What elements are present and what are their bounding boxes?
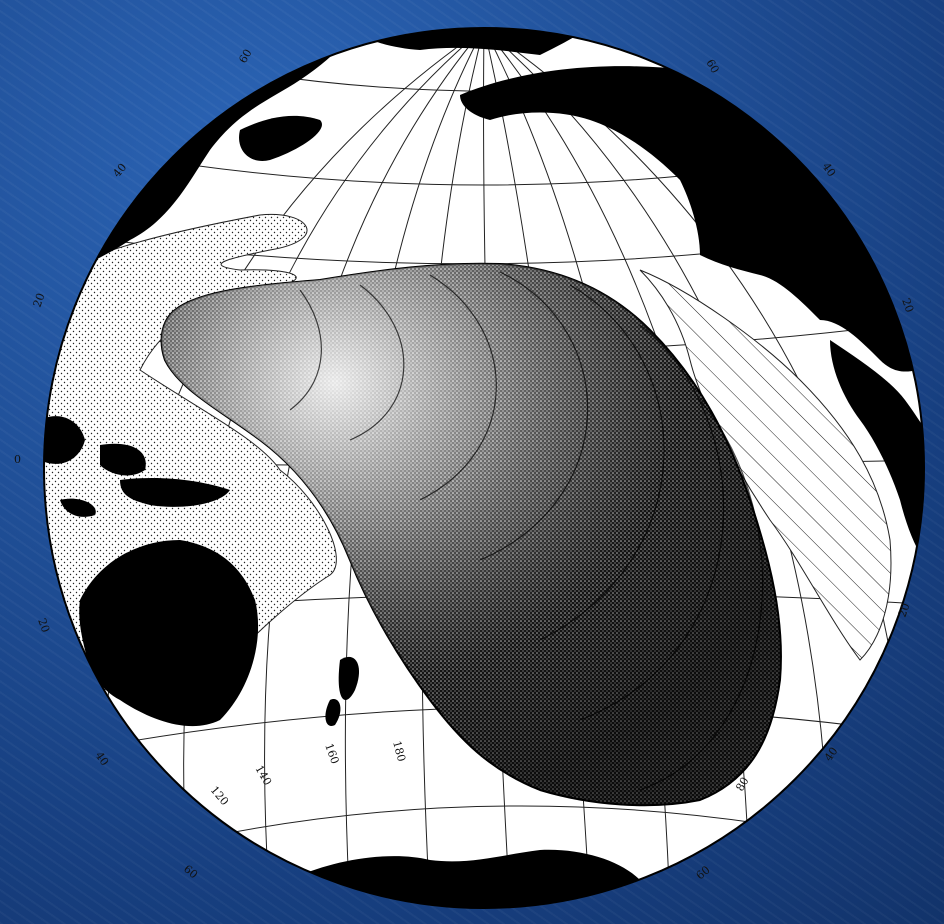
- lon-label-80: 80: [733, 775, 751, 794]
- lat-label-left-s40: 40: [93, 749, 112, 768]
- lat-label-left-40: 40: [110, 161, 129, 180]
- lon-label-180: 180: [390, 739, 408, 763]
- lat-label-left-s20: 20: [35, 617, 52, 635]
- hatched-region: [639, 269, 892, 661]
- lat-label-right-s60: 60: [694, 863, 713, 882]
- mussel-shell-illustration: [160, 262, 782, 807]
- globe-rim: [43, 27, 925, 909]
- lat-label-right-40: 40: [820, 160, 839, 179]
- lat-label-left-20: 20: [31, 291, 48, 309]
- lat-label-left-0: 0: [14, 453, 21, 466]
- lat-label-left-s60: 60: [181, 862, 200, 881]
- lat-label-right-20: 20: [899, 297, 916, 315]
- lat-label-right-60: 60: [703, 57, 721, 76]
- lat-label-right-s20: 20: [896, 601, 913, 619]
- lat-label-left-60: 60: [236, 47, 254, 66]
